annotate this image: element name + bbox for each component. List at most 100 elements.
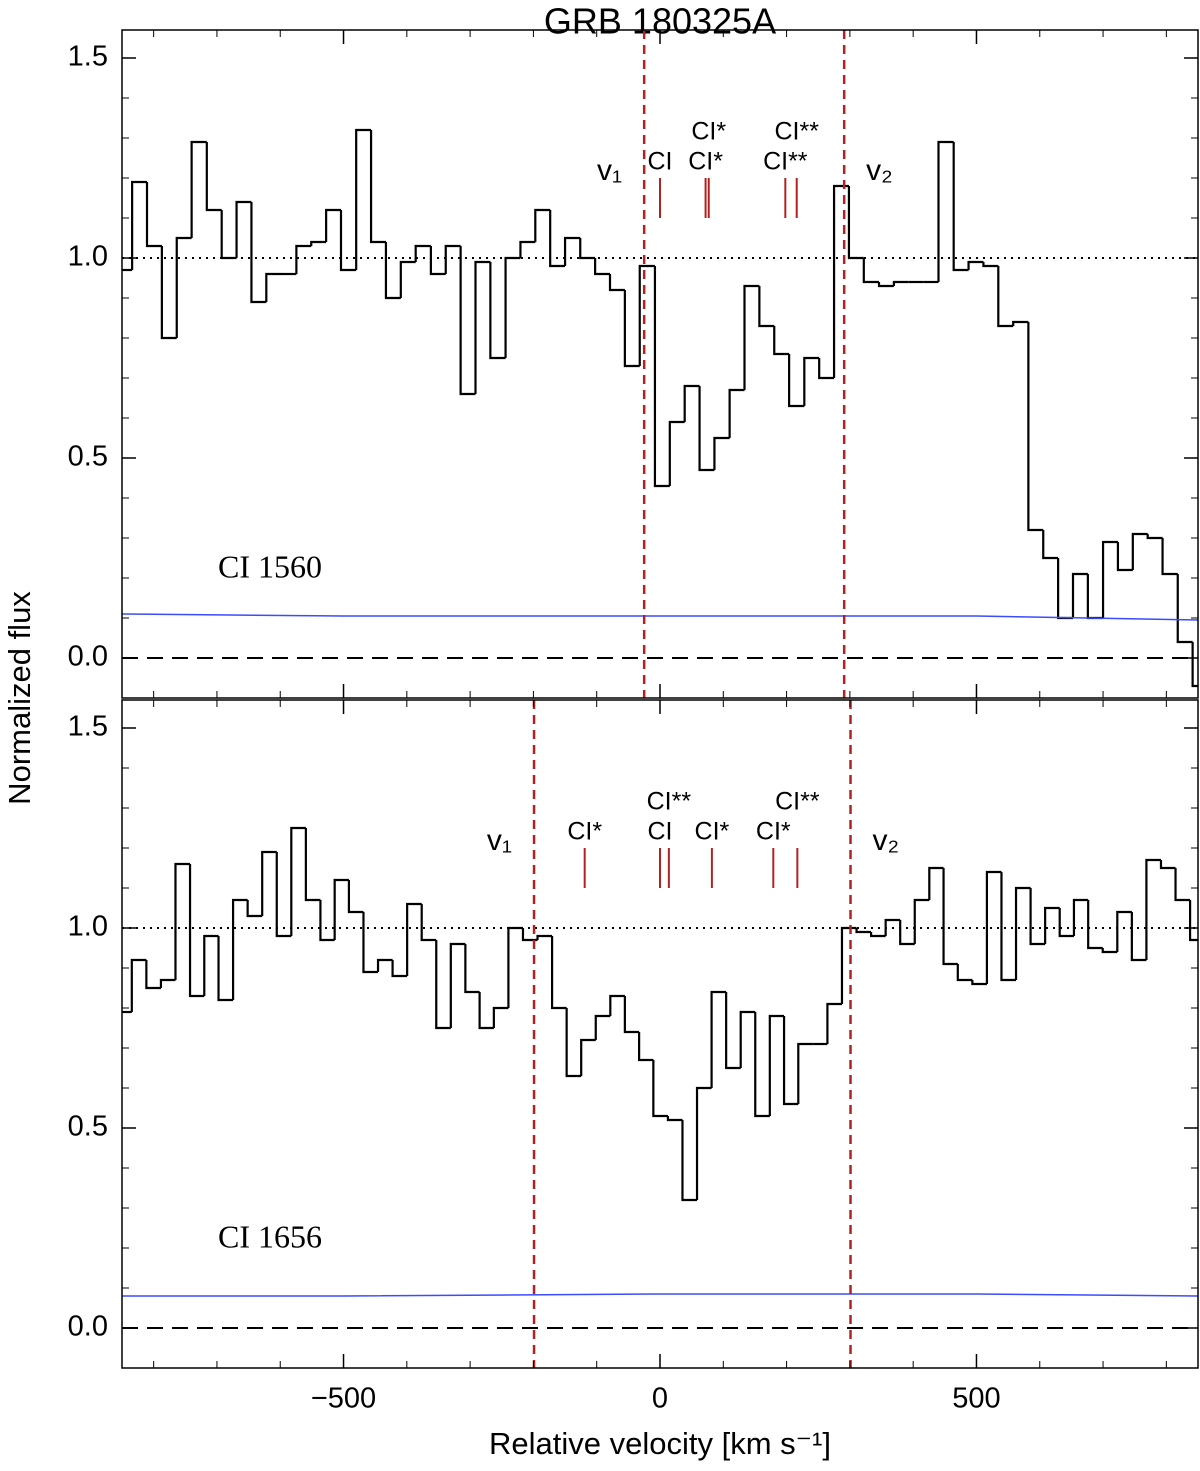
flux-step xyxy=(175,236,192,338)
flux-step xyxy=(217,936,234,1002)
flux-step xyxy=(399,260,416,298)
flux-step xyxy=(1188,900,1198,942)
flux-step xyxy=(580,1038,596,1076)
flux-step xyxy=(652,1060,668,1118)
flux-step xyxy=(347,880,364,914)
transition-label: CI* xyxy=(695,818,730,846)
flux-step xyxy=(261,850,277,916)
flux-step xyxy=(384,242,401,300)
transition-label: CI* xyxy=(688,148,723,176)
flux-step xyxy=(534,208,551,242)
flux-step xyxy=(728,388,745,438)
flux-step xyxy=(754,1012,770,1118)
flux-step xyxy=(985,870,1002,984)
flux-step xyxy=(1116,542,1133,572)
flux-step xyxy=(159,978,176,988)
plot-area xyxy=(122,826,1198,1329)
flux-step xyxy=(803,356,820,406)
flux-step xyxy=(246,900,263,918)
flux-step xyxy=(1174,868,1191,902)
flux-step xyxy=(489,262,506,360)
plot-frame xyxy=(121,29,1199,699)
y-tick-label: 1.5 xyxy=(68,41,108,73)
flux-step xyxy=(250,202,267,304)
flux-step xyxy=(205,142,222,212)
flux-step xyxy=(832,184,849,378)
flux-step xyxy=(952,142,969,272)
y-tick-label: 1.0 xyxy=(68,241,108,273)
flux-step xyxy=(623,290,640,368)
flux-step xyxy=(203,934,219,996)
flux-step xyxy=(369,130,386,244)
flux-step xyxy=(594,258,610,276)
flux-step xyxy=(869,932,886,938)
transition-label: CI** xyxy=(763,148,808,176)
flux-step xyxy=(1087,900,1103,950)
flux-step xyxy=(188,864,205,998)
transition-label: CI xyxy=(648,148,673,176)
flux-step xyxy=(782,1016,799,1106)
flux-step xyxy=(220,210,237,260)
y-tick-label: 0.0 xyxy=(68,641,108,673)
flux-step xyxy=(1145,858,1161,960)
y-axis-label: Normalized flux xyxy=(2,591,37,805)
flux-step xyxy=(190,140,207,238)
flux-step xyxy=(304,828,321,902)
flux-step xyxy=(942,868,958,966)
flux-step xyxy=(928,866,944,900)
flux-step xyxy=(971,980,987,986)
flux-step xyxy=(698,386,715,472)
flux-step xyxy=(855,928,872,934)
flux-step xyxy=(1131,532,1148,570)
flux-step xyxy=(638,264,655,366)
flux-step xyxy=(1027,322,1044,532)
flux-step xyxy=(877,282,894,288)
flux-step xyxy=(1072,898,1089,936)
flux-step xyxy=(608,274,625,292)
flux-step xyxy=(1191,642,1198,688)
flux-step xyxy=(444,244,461,274)
flux-step xyxy=(1058,908,1074,938)
flux-step xyxy=(414,244,431,262)
flux-step xyxy=(420,904,437,942)
flux-step xyxy=(376,958,393,972)
error-line xyxy=(122,613,1198,621)
flux-step xyxy=(459,246,476,396)
transition-label: CI* xyxy=(756,818,791,846)
flux-step xyxy=(174,862,191,980)
flux-step xyxy=(594,1014,611,1040)
flux-step xyxy=(265,272,282,302)
velocity-label: v₁ xyxy=(487,824,512,857)
transition-label: CI** xyxy=(775,788,820,816)
y-tick-label: 0.0 xyxy=(68,1311,108,1343)
velocity-label: v₂ xyxy=(873,824,900,857)
flux-step xyxy=(362,912,379,974)
flux-step xyxy=(504,256,521,358)
flux-step xyxy=(653,266,670,488)
flux-step xyxy=(773,326,790,356)
flux-step xyxy=(1012,320,1029,326)
flux-step xyxy=(713,436,730,470)
flux-step xyxy=(609,994,625,1016)
flux-step xyxy=(492,1006,509,1028)
flux-step xyxy=(474,260,491,394)
y-tick-label: 1.0 xyxy=(68,911,108,943)
flux-step xyxy=(725,992,741,1070)
flux-step xyxy=(131,180,148,270)
panel-label: CI 1560 xyxy=(218,548,322,584)
flux-step xyxy=(768,1014,785,1116)
flux-step xyxy=(235,200,252,258)
flux-step xyxy=(435,940,451,1030)
flux-step xyxy=(550,936,567,1010)
x-tick-label: 500 xyxy=(952,1383,1000,1415)
flux-step xyxy=(333,878,349,940)
panel-label: CI 1656 xyxy=(218,1218,322,1254)
transition-label: CI xyxy=(648,818,673,846)
flux-step xyxy=(758,286,775,328)
flux-step xyxy=(449,942,466,1028)
flux-step xyxy=(1029,888,1046,946)
flux-step xyxy=(339,210,357,272)
flux-step xyxy=(840,926,857,1004)
flux-step xyxy=(1101,948,1118,954)
